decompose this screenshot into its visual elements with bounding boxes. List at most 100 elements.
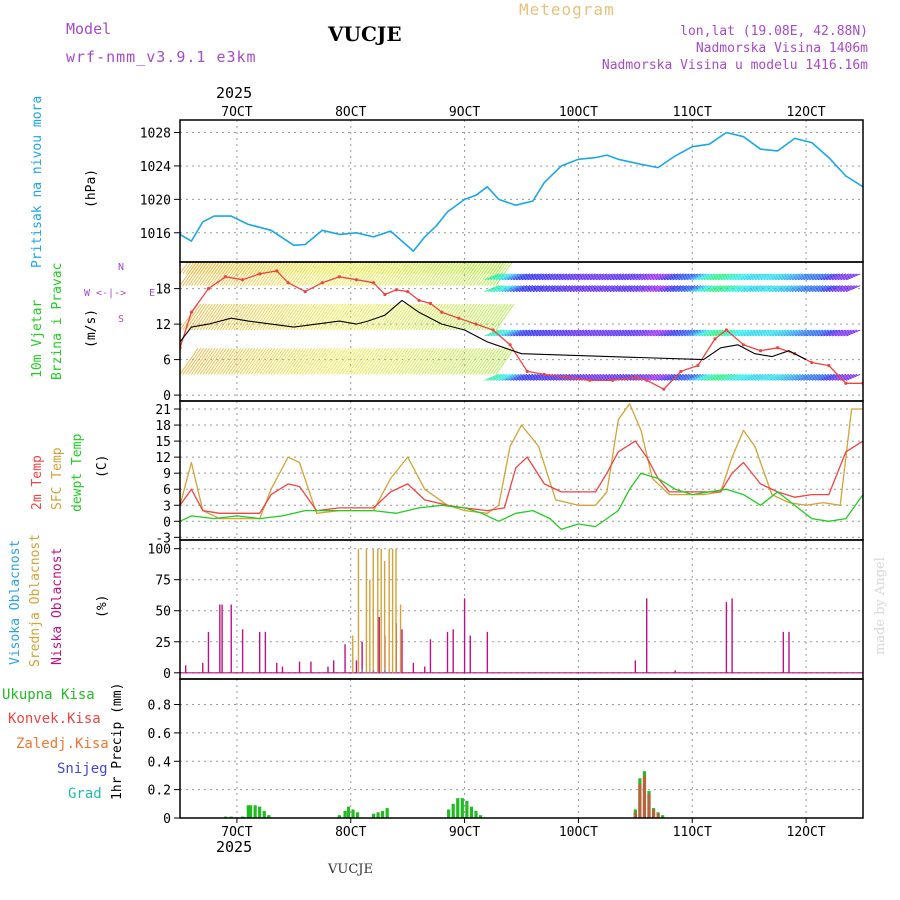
wind-barb xyxy=(507,273,522,281)
wind-barb xyxy=(550,374,565,381)
wind-barb xyxy=(703,273,719,281)
wind-barb xyxy=(276,262,286,275)
wind-barb xyxy=(191,348,210,375)
wind-barb xyxy=(327,348,347,375)
wind-barb xyxy=(469,348,489,375)
wind-barb xyxy=(484,285,499,293)
wind-barb xyxy=(267,262,277,275)
wind-barb xyxy=(780,329,795,337)
wind-barb xyxy=(700,374,716,381)
wind-barb xyxy=(490,273,505,281)
wind-barb xyxy=(384,303,404,331)
wind-barb xyxy=(535,285,551,293)
wind-barb xyxy=(589,329,605,337)
wind-speed-marker xyxy=(258,272,262,276)
wind-barb xyxy=(350,348,370,375)
y-tick-label: 12 xyxy=(155,318,171,333)
wind-barb xyxy=(444,348,463,375)
wind-barb xyxy=(267,348,287,375)
wind-barb xyxy=(635,374,650,381)
wind-barb xyxy=(424,262,434,275)
wind-barb xyxy=(299,348,318,375)
wind-barb xyxy=(464,262,474,275)
wind-barb xyxy=(259,262,269,275)
wind-barb xyxy=(638,285,653,293)
wind-barb xyxy=(672,329,687,337)
wind-barb xyxy=(635,329,650,337)
wind-barb xyxy=(250,348,270,375)
wind-barb xyxy=(606,285,622,293)
wind-barb xyxy=(250,262,260,275)
wind-barb xyxy=(769,374,784,381)
wind-barb xyxy=(604,285,619,293)
wind-barb xyxy=(686,273,701,281)
wind-barb xyxy=(550,285,565,293)
y-tick-label: 0.4 xyxy=(148,755,172,770)
wind-barb xyxy=(487,348,506,375)
wind-barb xyxy=(840,329,855,337)
wind-barb xyxy=(683,285,699,293)
wind-barb xyxy=(732,273,747,281)
wind-barb xyxy=(495,303,515,331)
wind-barb xyxy=(464,348,483,375)
wind-barb xyxy=(606,273,622,281)
wind-barb xyxy=(635,273,650,281)
wind-barb xyxy=(515,285,531,293)
wind-barb xyxy=(683,329,699,337)
wind-barb xyxy=(740,273,756,281)
wind-barb xyxy=(282,348,301,375)
wind-barb xyxy=(675,374,690,381)
wind-barb xyxy=(843,374,858,381)
wind-barb xyxy=(367,262,377,275)
total-rain-bar xyxy=(376,812,380,818)
legend-convective-rain: Konvek.Kisa xyxy=(8,711,101,727)
wind-barb xyxy=(752,374,767,381)
wind-barb xyxy=(430,303,449,331)
total-rain-bar xyxy=(661,815,665,818)
temp-2m-line xyxy=(180,440,863,514)
convective-rain-bar xyxy=(651,809,656,818)
wind-barb xyxy=(205,303,224,331)
wind-barb xyxy=(245,303,264,331)
wind-barb xyxy=(475,262,485,275)
wind-barb xyxy=(555,273,571,281)
wind-barb xyxy=(188,348,207,375)
wind-barb xyxy=(208,348,227,375)
wind-barb xyxy=(307,348,327,375)
wind-barb xyxy=(393,262,403,275)
wind-barb xyxy=(518,273,534,281)
wind-speed-marker xyxy=(542,372,546,376)
year-top: 2025 xyxy=(216,84,253,102)
wind-barb xyxy=(581,285,596,293)
wind-barb xyxy=(800,273,815,281)
wind-barb xyxy=(604,273,619,281)
wind-barb xyxy=(236,303,256,331)
wind-barb xyxy=(205,262,215,275)
wind-barb xyxy=(732,285,747,293)
wind-barb xyxy=(789,273,804,281)
wind-barb xyxy=(393,303,412,331)
wind-barb xyxy=(831,374,847,381)
wind-barb xyxy=(504,374,519,381)
wind-barb xyxy=(316,348,335,375)
wind-barb xyxy=(749,329,764,337)
wind-barb xyxy=(265,303,284,331)
wind-barbs xyxy=(180,262,861,381)
wind-barb xyxy=(490,374,505,381)
wind-barb xyxy=(407,262,417,275)
wind-barb xyxy=(390,262,400,275)
wind-speed-marker xyxy=(741,343,746,347)
wind-barb xyxy=(743,374,758,381)
wind-barb xyxy=(726,285,741,293)
wind-barb xyxy=(589,285,605,293)
wind-barb xyxy=(823,273,838,281)
wind-barb xyxy=(746,329,761,337)
wind-barb xyxy=(569,273,585,281)
wind-barb xyxy=(493,329,508,337)
wind-barb xyxy=(754,374,770,381)
wind-barb xyxy=(794,374,810,381)
wind-barb xyxy=(495,285,511,293)
wind-barb xyxy=(464,303,483,331)
wind-barb xyxy=(826,273,841,281)
wind-barb xyxy=(424,303,444,331)
